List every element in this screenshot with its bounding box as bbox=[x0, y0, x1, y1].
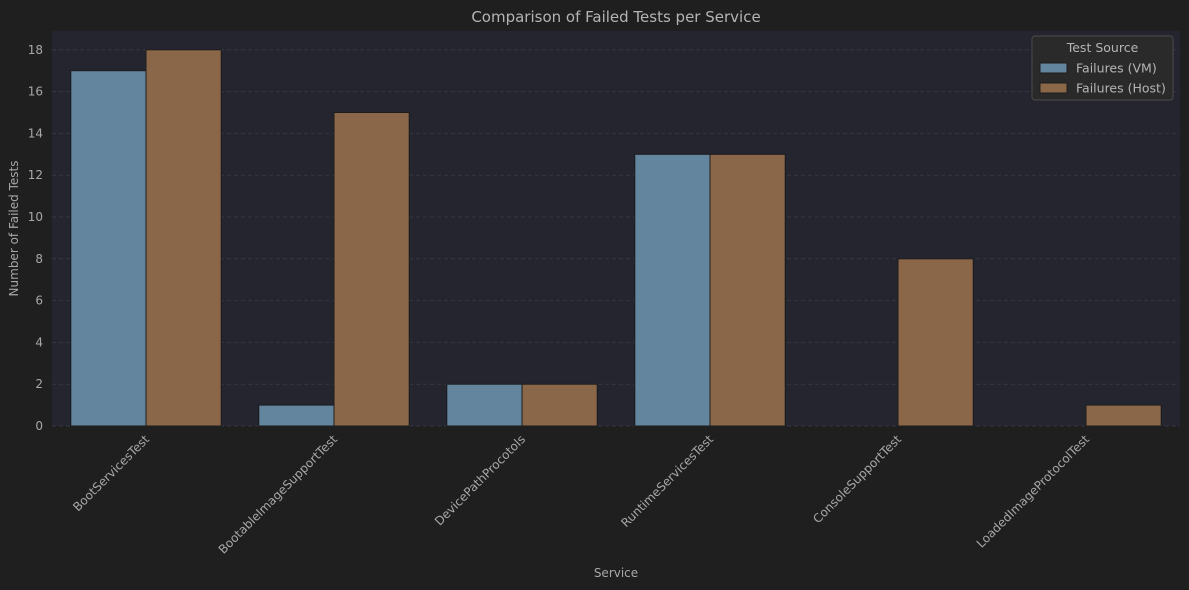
bar-host bbox=[709, 153, 786, 427]
bar-vm bbox=[258, 404, 335, 427]
y-tick-label: 6 bbox=[35, 294, 43, 308]
bar-vm bbox=[446, 383, 523, 427]
plot-area bbox=[52, 31, 1180, 426]
bar-host bbox=[145, 49, 222, 427]
y-axis-label: Number of Failed Tests bbox=[7, 161, 21, 297]
bar-vm bbox=[634, 153, 711, 427]
legend-items: Failures (VM) Failures (Host) bbox=[1039, 61, 1166, 96]
x-axis-label: Service bbox=[594, 566, 638, 580]
bar-host bbox=[333, 112, 410, 427]
y-tick-label: 10 bbox=[28, 210, 43, 224]
bar-host bbox=[521, 383, 598, 427]
bar-host bbox=[1085, 404, 1162, 427]
bars bbox=[70, 49, 1162, 427]
y-axis-ticks: 0 2 4 6 8 10 12 14 16 18 bbox=[28, 43, 43, 433]
y-tick-label: 0 bbox=[35, 419, 43, 433]
y-tick-label: 8 bbox=[35, 252, 43, 266]
y-tick-label: 12 bbox=[28, 168, 43, 182]
chart-title: Comparison of Failed Tests per Service bbox=[471, 8, 760, 26]
y-tick-label: 4 bbox=[35, 335, 43, 349]
y-tick-label: 18 bbox=[28, 43, 43, 57]
legend-label-vm: Failures (VM) bbox=[1076, 61, 1157, 76]
y-tick-label: 2 bbox=[35, 377, 43, 391]
legend-title: Test Source bbox=[1066, 40, 1139, 55]
legend-label-host: Failures (Host) bbox=[1076, 81, 1166, 96]
bar-vm bbox=[70, 70, 147, 427]
y-tick-label: 16 bbox=[28, 85, 43, 99]
legend: Test Source Failures (VM) Failures (Host) bbox=[1031, 35, 1174, 101]
y-tick-label: 14 bbox=[28, 126, 43, 140]
bar-host bbox=[897, 258, 974, 427]
legend-swatch-host bbox=[1039, 82, 1068, 94]
grid bbox=[52, 49, 1180, 427]
legend-swatch-vm bbox=[1039, 62, 1068, 74]
